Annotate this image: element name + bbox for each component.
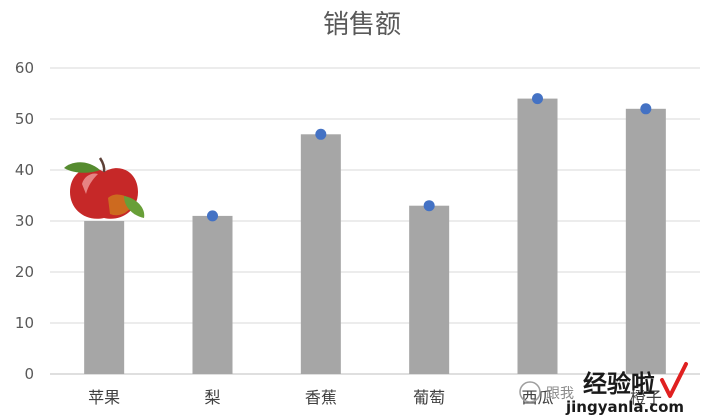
data-point [423, 200, 435, 212]
data-point [315, 128, 327, 140]
bar [300, 134, 341, 374]
data-point [640, 103, 652, 115]
y-axis-ticks: 0 10 20 30 40 50 60 [15, 59, 34, 383]
bar [625, 108, 666, 375]
watermark: 跟我 经验啦 jingyanla.com [519, 362, 688, 416]
y-tick-label: 60 [15, 59, 34, 77]
y-tick-label: 50 [15, 110, 34, 128]
data-point [207, 210, 218, 222]
bar [409, 205, 450, 374]
bars [84, 93, 666, 375]
data-point [532, 93, 543, 105]
x-tick-label: 葡萄 [413, 388, 445, 407]
watermark-small-text: 跟我 [546, 386, 574, 402]
y-tick-label: 30 [15, 212, 34, 230]
x-tick-label: 香蕉 [305, 388, 337, 407]
x-tick-label: 梨 [204, 388, 220, 407]
check-icon [660, 362, 688, 398]
bar [192, 215, 233, 374]
y-tick-label: 40 [15, 161, 34, 179]
apple-icon [64, 157, 145, 219]
x-tick-label: 苹果 [88, 388, 120, 407]
bar [84, 221, 125, 374]
y-tick-label: 0 [24, 365, 34, 383]
wechat-icon [519, 381, 541, 403]
gridlines [50, 67, 700, 375]
x-tick-label: 橙子 [630, 388, 662, 407]
y-tick-label: 20 [15, 263, 34, 281]
watermark-big-text: 经验啦 [583, 370, 655, 398]
y-tick-label: 10 [15, 314, 34, 332]
bar [517, 98, 558, 374]
chart-title: 销售额 [323, 10, 401, 40]
watermark-url: jingyanla.com [565, 398, 684, 416]
